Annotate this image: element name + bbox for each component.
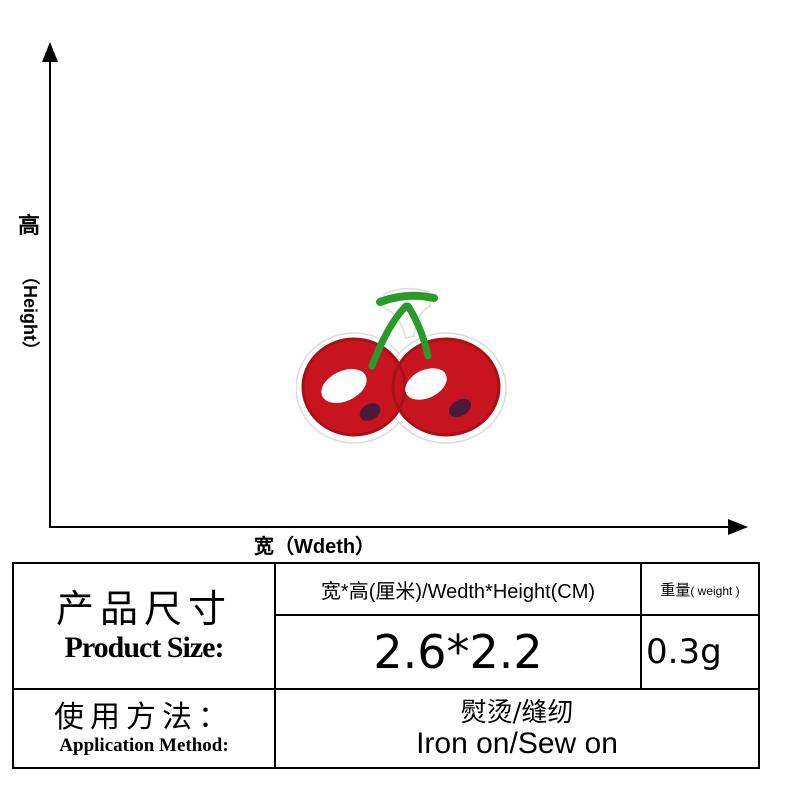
height-label-en: （Height）	[16, 258, 46, 368]
height-label-en-text: （Height）	[20, 267, 40, 359]
application-method-label-cell: 使用方法： Application Method:	[12, 688, 276, 769]
dimension-value: 2.6*2.2	[274, 614, 642, 690]
weight-label-cn: 重量	[660, 581, 691, 599]
application-method-value-en: Iron on/Sew on	[416, 726, 618, 760]
application-method-value-cell: 熨烫/缝纫 Iron on/Sew on	[274, 688, 760, 769]
cherry-embroidered-patch-icon	[296, 287, 507, 444]
application-method-label-en: Application Method:	[59, 734, 229, 756]
product-size-label-cn: 产品尺寸	[55, 587, 232, 631]
application-method-label-cn: 使用方法：	[54, 699, 234, 735]
dimension-axes	[42, 42, 748, 535]
weight-label: 重量( weight )	[640, 562, 760, 616]
product-size-label-cell: 产品尺寸 Product Size:	[12, 562, 276, 690]
weight-value: 0.3g	[640, 614, 760, 690]
width-label: 宽（Wdeth）	[254, 536, 376, 558]
dimension-label: 宽*高(厘米)/Wedth*Height(CM)	[274, 562, 642, 616]
spec-table: 产品尺寸 Product Size: 宽*高(厘米)/Wedth*Height(…	[12, 562, 760, 769]
weight-label-en: ( weight )	[690, 583, 740, 598]
product-size-label-en: Product Size:	[64, 631, 225, 664]
height-label-cn: 高	[18, 214, 41, 239]
product-image-area: 高 （Height）	[16, 42, 748, 535]
application-method-value-cn: 熨烫/缝纫	[460, 697, 574, 728]
